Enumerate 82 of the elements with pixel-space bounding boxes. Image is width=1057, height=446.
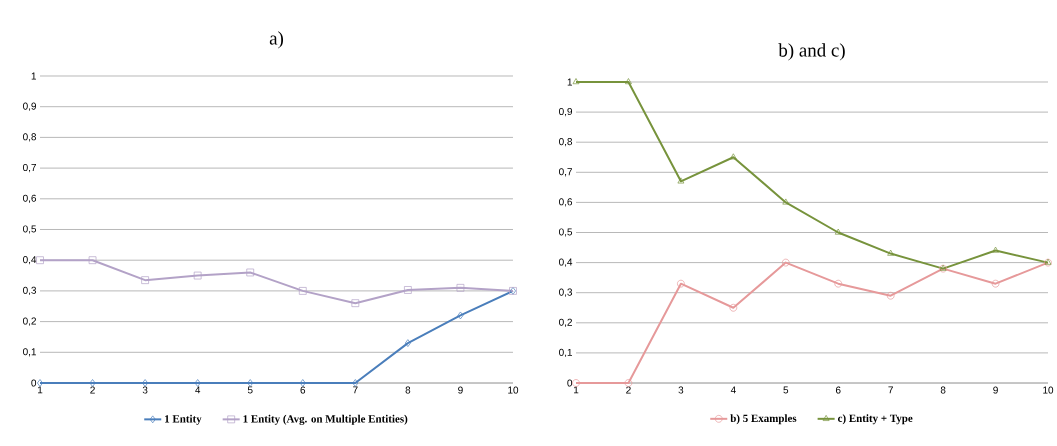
y-tick-label: 0,1 xyxy=(23,348,36,357)
legend-label: 1 Entity xyxy=(165,414,202,425)
point xyxy=(782,198,790,205)
point xyxy=(247,379,254,387)
point xyxy=(404,339,411,347)
point xyxy=(141,276,149,284)
x-tick-label: 2 xyxy=(626,386,631,394)
point xyxy=(729,303,738,312)
x-tick-label: 10 xyxy=(508,386,519,394)
y-tick-label: 0,2 xyxy=(559,318,572,327)
point xyxy=(404,286,412,294)
point xyxy=(89,379,96,387)
y-tick-label: 0 xyxy=(31,379,37,387)
point xyxy=(456,283,465,292)
y-tick-label: 0,1 xyxy=(559,348,573,358)
legend-label: b) 5 Examples xyxy=(730,414,797,425)
y-tick-label: 0,5 xyxy=(23,225,37,234)
y-tick-label: 0,4 xyxy=(559,258,573,267)
point xyxy=(992,246,999,253)
point xyxy=(729,153,737,160)
y-tick-label: 0,3 xyxy=(559,288,573,297)
x-tick-label: 1 xyxy=(38,386,43,394)
point xyxy=(193,271,202,280)
y-tick-label: 1 xyxy=(31,72,36,80)
x-tick-label: 1 xyxy=(574,386,579,394)
point xyxy=(887,249,895,256)
x-tick-label: 8 xyxy=(940,386,946,394)
point xyxy=(991,279,1000,288)
x-tick-label: 3 xyxy=(678,386,684,394)
legend-label: c) Entity + Type xyxy=(837,414,913,425)
x-tick-label: 9 xyxy=(993,386,998,394)
x-tick-label: 3 xyxy=(142,386,148,394)
y-tick-label: 0,9 xyxy=(559,107,573,117)
point xyxy=(834,228,842,235)
x-tick-label: 2 xyxy=(90,386,95,394)
point xyxy=(36,256,44,265)
chart-title: b) and c) xyxy=(778,43,845,61)
point xyxy=(351,299,360,308)
point xyxy=(352,379,359,387)
point xyxy=(572,379,580,387)
legend-label: 1 Entity (Avg. on Multiple Entities) xyxy=(243,414,408,425)
x-tick-label: 7 xyxy=(353,386,358,394)
x-tick-label: 7 xyxy=(888,386,893,394)
x-tick-label: 4 xyxy=(195,386,201,394)
y-tick-label: 0,5 xyxy=(559,228,573,237)
y-tick-label: 1 xyxy=(567,78,573,86)
point xyxy=(834,279,843,288)
x-tick-label: 4 xyxy=(730,386,736,394)
point xyxy=(88,256,97,265)
chart-title: a) xyxy=(269,31,284,49)
x-tick-label: 5 xyxy=(783,386,789,394)
y-tick-label: 0,8 xyxy=(559,138,573,147)
x-tick-label: 9 xyxy=(458,386,463,394)
x-tick-label: 10 xyxy=(1043,386,1054,394)
point xyxy=(572,78,580,85)
point xyxy=(457,311,464,320)
y-tick-label: 0,8 xyxy=(23,133,37,142)
y-tick-label: 0,4 xyxy=(23,256,37,265)
point xyxy=(246,268,255,277)
y-tick-label: 0,6 xyxy=(23,194,37,203)
point xyxy=(194,379,201,387)
x-tick-label: 8 xyxy=(405,386,411,394)
point xyxy=(677,279,685,288)
point xyxy=(298,287,307,295)
x-tick-label: 5 xyxy=(247,386,253,394)
point xyxy=(677,177,685,184)
point xyxy=(142,379,149,387)
y-tick-label: 0,7 xyxy=(23,163,36,173)
y-tick-label: 0,9 xyxy=(23,102,37,111)
y-tick-label: 0 xyxy=(567,379,573,387)
point xyxy=(781,258,790,267)
y-tick-label: 0,6 xyxy=(559,198,573,207)
point xyxy=(299,379,306,387)
x-tick-label: 6 xyxy=(300,386,306,394)
y-tick-label: 0,2 xyxy=(23,317,36,326)
point xyxy=(624,379,633,387)
x-tick-label: 6 xyxy=(835,386,841,394)
y-tick-label: 0,3 xyxy=(23,286,37,296)
y-tick-label: 0,7 xyxy=(559,168,572,177)
point xyxy=(37,379,43,387)
point xyxy=(625,78,632,85)
point xyxy=(886,291,895,300)
